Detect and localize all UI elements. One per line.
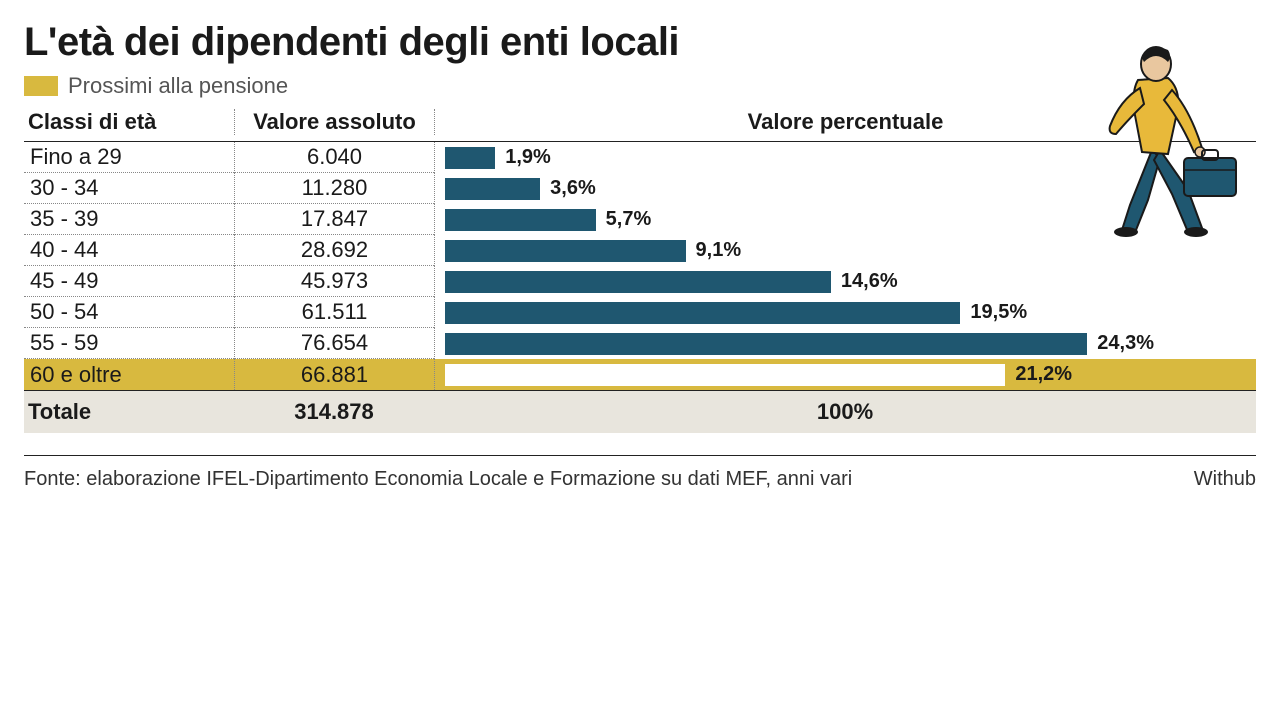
cell-bar: 21,2% (434, 359, 1256, 390)
cell-bar: 14,6% (434, 266, 1256, 297)
cell-age: 45 - 49 (24, 266, 234, 297)
total-abs: 314.878 (234, 399, 434, 425)
bar-label: 24,3% (1097, 332, 1154, 355)
cell-abs: 17.847 (234, 204, 434, 235)
bar-label: 3,6% (550, 177, 596, 200)
col-header-age: Classi di età (24, 109, 234, 135)
bar-label: 19,5% (970, 301, 1027, 324)
cell-abs: 6.040 (234, 142, 434, 173)
table-row: 45 - 4945.973 14,6% (24, 266, 1256, 297)
bar-label: 14,6% (841, 270, 898, 293)
bar (445, 271, 831, 293)
col-header-abs: Valore assoluto (234, 109, 434, 135)
total-row: Totale 314.878 100% (24, 391, 1256, 433)
bar (445, 240, 686, 262)
cell-age: 40 - 44 (24, 235, 234, 266)
cell-abs: 61.511 (234, 297, 434, 328)
table-row: 50 - 5461.511 19,5% (24, 297, 1256, 328)
total-pct: 100% (434, 399, 1256, 425)
bar-label: 5,7% (606, 208, 652, 231)
total-label: Totale (24, 399, 234, 425)
cell-age: 35 - 39 (24, 204, 234, 235)
credit-text: Withub (1194, 468, 1256, 491)
table-row: 55 - 5976.654 24,3% (24, 328, 1256, 359)
cell-bar: 24,3% (434, 328, 1256, 359)
cell-abs: 28.692 (234, 235, 434, 266)
bar (445, 333, 1087, 355)
cell-age: 30 - 34 (24, 173, 234, 204)
bar-label: 1,9% (505, 146, 551, 169)
bar-label: 9,1% (696, 239, 742, 262)
cell-abs: 76.654 (234, 328, 434, 359)
cell-age: 50 - 54 (24, 297, 234, 328)
bar (445, 209, 596, 231)
cell-age: Fino a 29 (24, 142, 234, 173)
cell-bar: 19,5% (434, 297, 1256, 328)
cell-abs: 66.881 (234, 359, 434, 390)
bar (445, 364, 1005, 386)
bar (445, 178, 540, 200)
bar (445, 302, 960, 324)
cell-age: 55 - 59 (24, 328, 234, 359)
footer: Fonte: elaborazione IFEL-Dipartimento Ec… (24, 455, 1256, 491)
cell-age: 60 e oltre (24, 359, 234, 390)
walking-person-icon (1060, 30, 1250, 240)
cell-abs: 45.973 (234, 266, 434, 297)
bar (445, 147, 495, 169)
bar-label: 21,2% (1015, 363, 1072, 386)
legend-swatch (24, 76, 58, 96)
legend-label: Prossimi alla pensione (68, 73, 288, 99)
cell-abs: 11.280 (234, 173, 434, 204)
table-row: 60 e oltre66.881 21,2% (24, 359, 1256, 390)
source-text: Fonte: elaborazione IFEL-Dipartimento Ec… (24, 468, 852, 491)
